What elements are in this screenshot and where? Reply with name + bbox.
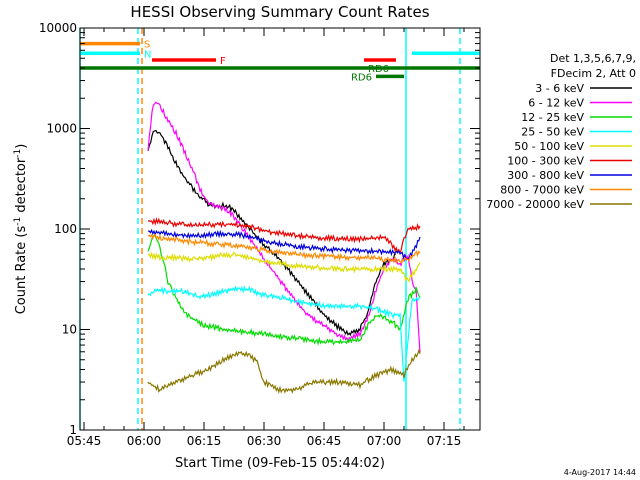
legend-header-1: Det 1,3,5,6,7,9, <box>550 52 636 65</box>
x-tick-label-07-15: 07:15 <box>427 434 462 448</box>
x-tick-label-06-30: 06:30 <box>247 434 282 448</box>
flag-label-rd6-5: RD6 <box>351 72 372 83</box>
series-25-50-kev <box>147 285 421 382</box>
y-tick-label-10: 10 <box>62 323 77 337</box>
legend-label-3-6-kev: 3 - 6 keV <box>535 82 584 95</box>
x-axis-label: Start Time (09-Feb-15 05:44:02) <box>175 456 385 471</box>
y-axis: 1 10 100 1000 10000 <box>39 21 480 437</box>
y-tick-label-1: 1 <box>69 423 77 437</box>
series-7000-20000-kev <box>147 348 421 395</box>
legend-label-300-800-kev: 300 - 800 keV <box>507 169 584 182</box>
legend-label-800-7000-kev: 800 - 7000 keV <box>500 184 584 197</box>
series-100-300-kev <box>147 217 421 256</box>
x-tick-label-06-15: 06:15 <box>187 434 222 448</box>
series-layer <box>147 101 421 395</box>
x-tick-label-06-45: 06:45 <box>307 434 342 448</box>
flag-label-n-2: N <box>144 49 151 60</box>
legend-label-100-300-kev: 100 - 300 keV <box>507 155 584 168</box>
y-tick-label-1000: 1000 <box>46 122 77 136</box>
legend-label-12-25-kev: 12 - 25 keV <box>521 111 584 124</box>
series-50-100-kev <box>147 251 421 283</box>
x-tick-label-07-00: 07:00 <box>367 434 402 448</box>
series-12-25-kev <box>147 234 421 346</box>
series-6-12-kev <box>147 101 421 353</box>
plot-frame <box>79 27 481 431</box>
legend-label-6-12-kev: 6 - 12 keV <box>528 97 584 110</box>
legend: Det 1,3,5,6,7,9, FDecim 2, Att 0 3 - 6 k… <box>486 52 636 211</box>
y-tick-label-10000: 10000 <box>39 21 77 35</box>
flag-label-f-3: F <box>220 56 226 67</box>
legend-label-7000-20000-kev: 7000 - 20000 keV <box>486 198 584 211</box>
legend-header-2: FDecim 2, Att 0 <box>551 67 636 80</box>
series-300-800-kev <box>147 228 421 261</box>
date-stamp: 4-Aug-2017 14:44 <box>564 468 636 477</box>
x-tick-label-05-45: 05:45 <box>67 434 102 448</box>
series-800-7000-kev <box>147 233 421 265</box>
flag-label-rd6-6: RD6 <box>368 64 389 75</box>
y-axis-label: Count Rate (s-1 detector-1) <box>13 144 29 315</box>
x-tick-label-06-00: 06:00 <box>127 434 162 448</box>
legend-label-50-100-kev: 50 - 100 keV <box>514 140 584 153</box>
chart-title: HESSI Observing Summary Count Rates <box>130 3 429 21</box>
y-tick-label-100: 100 <box>54 222 77 236</box>
x-axis: 05:45 06:00 06:15 06:30 06:45 07:00 07:15 <box>67 28 465 448</box>
flag-label-s-1: S <box>144 40 150 51</box>
legend-label-25-50-kev: 25 - 50 keV <box>521 126 584 139</box>
